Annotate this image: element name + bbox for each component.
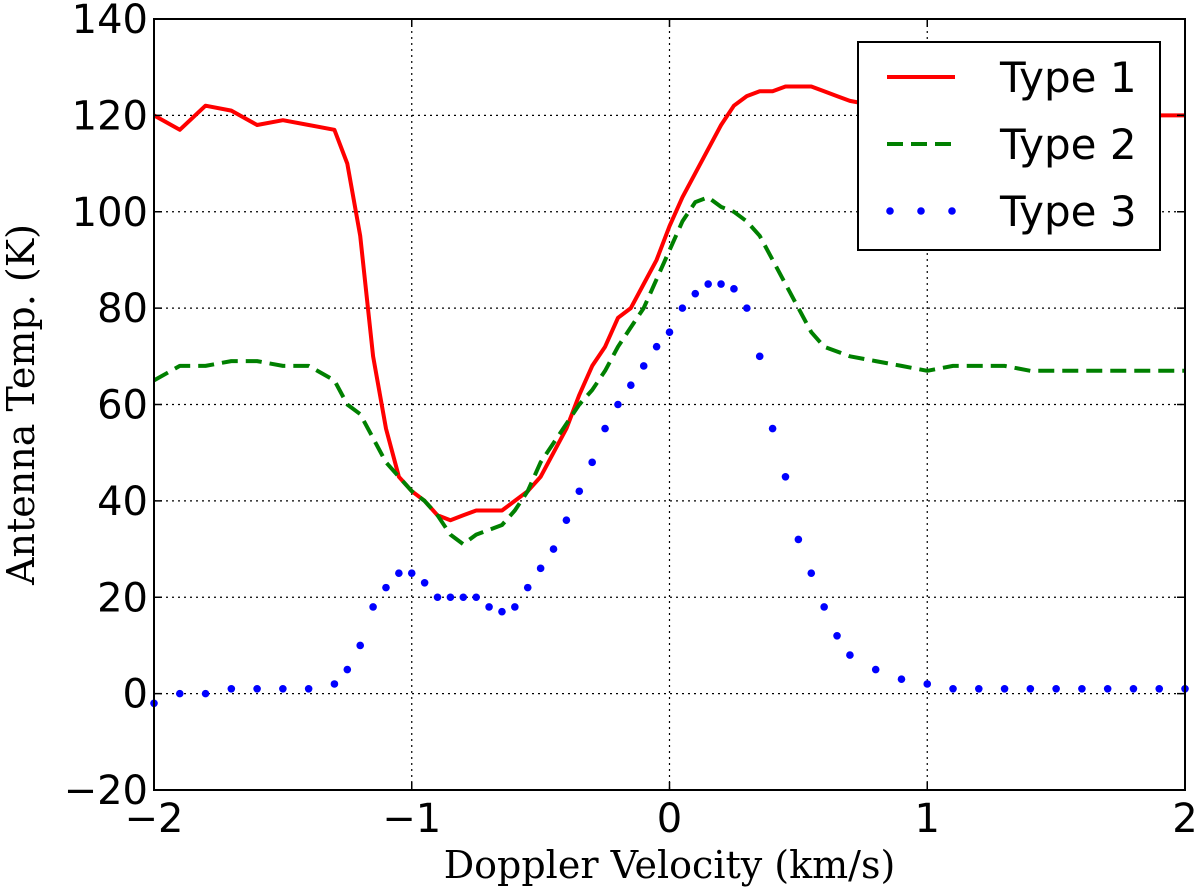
series-3-point-5 — [279, 685, 287, 693]
legend-item-2: Type 2 — [887, 120, 1137, 169]
y-tick-label-3: 40 — [97, 479, 148, 525]
series-3-point-33 — [665, 328, 674, 337]
series-3-point-2 — [201, 689, 210, 698]
series-3-point-11 — [382, 583, 390, 592]
series-3-point-20 — [498, 607, 506, 616]
series-3-point-55 — [1052, 685, 1060, 693]
y-tick-label-7: 120 — [72, 93, 148, 139]
series-3-point-24 — [549, 545, 558, 553]
series-3-point-26 — [575, 487, 584, 496]
series-3-point-35 — [691, 289, 700, 298]
series-3-point-52 — [975, 685, 983, 693]
y-axis-label: Antenna Temp. (K) — [0, 224, 43, 586]
x-tick-label-2: 0 — [657, 796, 682, 842]
series-3-point-7 — [330, 680, 339, 688]
legend-label-3: Type 3 — [999, 187, 1137, 236]
plot-frame — [153, 18, 1186, 791]
series-3-point-17 — [459, 593, 468, 602]
x-tick-label-3: 1 — [915, 796, 940, 842]
legend: Type 1 Type 2 Type 3 — [857, 41, 1161, 251]
series-3-point-13 — [407, 569, 416, 577]
series-3-point-49 — [897, 675, 906, 683]
series-3-point-45 — [820, 603, 828, 611]
series-3 — [150, 280, 1189, 708]
series-3-point-12 — [395, 569, 403, 577]
legend-marker-3-2 — [948, 207, 956, 215]
series-3-point-19 — [485, 603, 493, 611]
series-3-point-14 — [420, 578, 429, 587]
series-3-point-3 — [227, 685, 236, 693]
series-3-point-30 — [627, 381, 635, 390]
legend-label-1: Type 1 — [999, 53, 1137, 102]
legend-item-3: Type 3 — [886, 187, 1137, 236]
series-3-point-41 — [768, 424, 777, 433]
series-2-line — [153, 195, 1185, 547]
series-3-point-32 — [652, 342, 661, 351]
series-3-point-4 — [253, 685, 261, 693]
y-tick-label-2: 20 — [97, 575, 148, 621]
y-tick-label-4: 60 — [97, 383, 148, 429]
series-3-point-58 — [1129, 685, 1138, 693]
series-3-point-21 — [511, 603, 519, 611]
series-3-point-8 — [343, 665, 352, 674]
series-3-point-1 — [175, 689, 184, 698]
series-2 — [153, 195, 1185, 547]
y-tick-label-5: 80 — [97, 286, 148, 332]
series-3-point-54 — [1026, 685, 1035, 693]
series-3-point-57 — [1103, 685, 1112, 693]
legend-marker-3-0 — [886, 207, 894, 215]
tick-labels: −2 −1 0 1 2 −20 0 20 40 60 80 100 120 140 — [64, 0, 1198, 842]
series-3-point-16 — [446, 593, 455, 602]
series-3-point-34 — [678, 304, 687, 312]
series-3-point-42 — [781, 472, 790, 481]
series-3-point-31 — [639, 362, 648, 370]
series-3-point-50 — [923, 680, 932, 688]
series-3-point-15 — [433, 593, 442, 602]
y-tick-label-6: 100 — [72, 190, 148, 236]
series-3-point-27 — [588, 458, 596, 467]
series-3-point-51 — [949, 685, 957, 693]
series-3-point-36 — [704, 280, 712, 288]
y-tick-label-8: 140 — [72, 0, 148, 43]
series-3-point-37 — [717, 280, 725, 288]
legend-marker-3-1 — [917, 207, 925, 215]
series-3-point-18 — [472, 593, 480, 602]
series-3-point-56 — [1078, 685, 1086, 693]
series-3-point-9 — [356, 641, 365, 650]
series-3-point-29 — [614, 400, 622, 409]
series-3-point-46 — [833, 632, 841, 640]
legend-item-1: Type 1 — [887, 53, 1137, 102]
series-3-point-10 — [369, 603, 377, 611]
series-3-point-23 — [536, 564, 545, 573]
x-tick-label-1: −1 — [382, 796, 441, 842]
y-tick-label-0: −20 — [64, 768, 148, 814]
series-3-point-59 — [1155, 685, 1164, 693]
x-tick-label-4: 2 — [1172, 796, 1197, 842]
series-3-point-43 — [794, 535, 803, 544]
y-tick-label-1: 0 — [123, 672, 148, 718]
series-3-point-28 — [601, 424, 609, 433]
series-3-point-39 — [743, 304, 751, 312]
series-3-point-48 — [871, 665, 880, 674]
legend-label-2: Type 2 — [999, 120, 1137, 169]
x-tick-label-0: −2 — [125, 796, 184, 842]
series-3-point-44 — [807, 569, 816, 577]
series-3-point-38 — [730, 285, 738, 293]
series-3-point-40 — [755, 352, 764, 361]
series-3-point-47 — [846, 651, 854, 659]
series-3-point-6 — [304, 685, 313, 693]
x-axis-label: Doppler Velocity (km/s) — [444, 843, 896, 887]
series-3-point-53 — [1000, 685, 1009, 693]
series-3-point-25 — [562, 516, 571, 524]
series-3-point-22 — [523, 583, 532, 592]
